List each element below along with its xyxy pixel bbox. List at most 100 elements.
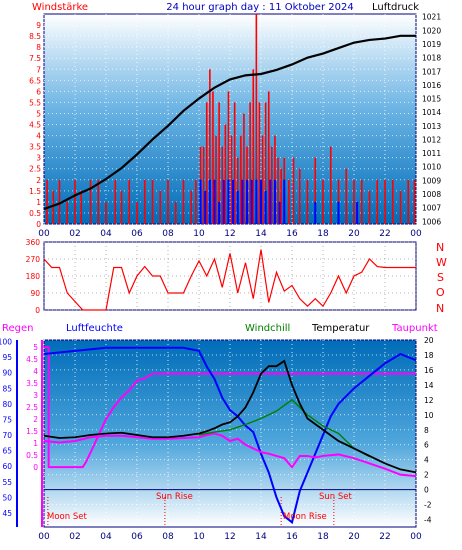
compass-s: S [437, 271, 444, 284]
rain-tick-label: 0 [33, 463, 38, 472]
x-tick-label: 10 [193, 229, 205, 239]
humidity-tick-label: 70 [2, 431, 12, 440]
pressure-series [43, 34, 416, 211]
compass-w: W [436, 256, 447, 269]
pressure-line [43, 34, 416, 211]
pressure-tick-label: 1018 [422, 54, 441, 63]
direction-tick-label: 90 [30, 289, 40, 298]
wind-tick-label: 6 [36, 87, 41, 96]
pressure-tick-label: 1011 [422, 149, 441, 158]
x-tick-label: 06 [131, 532, 143, 542]
temperature-tick-label: 2 [424, 471, 429, 480]
temperature-label: Temperatur [311, 323, 370, 334]
pressure-tick-label: 1016 [422, 81, 441, 90]
direction-tick-label: 360 [26, 238, 41, 247]
humidity-tick-label: 95 [2, 353, 12, 362]
direction-tick-label: 180 [26, 272, 41, 281]
chart-title: 24 hour graph day : 11 Oktober 2024 [166, 2, 353, 13]
x-tick-label: 08 [162, 229, 174, 239]
temperature-tick-label: -2 [424, 501, 432, 510]
moon-set-annotation: Moon Set [47, 512, 87, 522]
x-tick-label: 04 [100, 532, 112, 542]
pressure-tick-label: 1012 [422, 135, 441, 144]
wind-pressure-ticks: 00 02 04 06 08 10 12 14 16 18 20 22 0000.511.522.533… [29, 13, 441, 239]
temperature-tick-label: -4 [424, 516, 432, 525]
humidity-tick-label: 100 [0, 338, 12, 347]
rain-line [44, 346, 416, 469]
humidity-tick-label: 75 [2, 415, 12, 424]
wind-tick-label: 5.5 [29, 98, 41, 107]
pressure-tick-label: 1008 [422, 190, 441, 199]
pressure-tick-label: 1009 [422, 176, 441, 185]
wind-tick-label: 8 [36, 43, 41, 52]
pressure-tick-label: 1019 [422, 40, 441, 49]
x-tick-label: 02 [69, 229, 80, 239]
rain-tick-label: 5 [33, 343, 38, 352]
wind-tick-label: 1.5 [29, 187, 41, 196]
sun-rise-annotation: Sun Rise [156, 492, 193, 502]
x-tick-label: 00 [38, 532, 50, 542]
x-tick-label: 14 [255, 229, 267, 239]
wind-tick-label: 2 [36, 176, 41, 185]
temperature-tick-label: 20 [424, 336, 434, 345]
wind-direction-ticks: 0 90 180 270 360 [26, 238, 41, 315]
wind-tick-label: 1 [36, 198, 41, 207]
rain-tick-label: 3.5 [26, 379, 38, 388]
dewpoint-line [43, 432, 417, 478]
temperature-tick-label: 0 [424, 486, 429, 495]
wind-tick-label: 0 [36, 220, 41, 229]
rain-tick-label: 4.5 [26, 355, 38, 364]
humidity-tick-label: 90 [2, 369, 12, 378]
wind-tick-label: 8.5 [29, 32, 41, 41]
wind-tick-label: 0.5 [29, 209, 41, 218]
humidity-tick-label: 50 [2, 493, 12, 502]
moon-rise-annotation: Moon Rise [283, 512, 327, 522]
rain-label: Regen [2, 323, 34, 334]
rain-tick-label: 0.5 [26, 451, 38, 460]
wind-pressure-grid [43, 14, 417, 225]
temperature-tick-label: 14 [424, 381, 434, 390]
compass-n-top: N [436, 241, 444, 254]
x-tick-label: 22 [379, 532, 390, 542]
wind-tick-label: 6.5 [29, 76, 41, 85]
humidity-tick-label: 85 [2, 384, 12, 393]
x-tick-label: 18 [317, 229, 329, 239]
x-tick-label: 16 [286, 229, 298, 239]
wind-tick-label: 9 [36, 21, 41, 30]
wind-tick-label: 3 [36, 154, 41, 163]
rain-tick-label: 4 [33, 367, 38, 376]
x-tick-label: 18 [317, 532, 329, 542]
wind-tick-label: 4 [36, 132, 41, 141]
pressure-label: Luftdruck [372, 2, 419, 13]
wind-tick-label: 4.5 [29, 121, 41, 130]
humidity-temperature-series [43, 346, 417, 527]
wind-tick-label: 3.5 [29, 143, 41, 152]
windchill-label: Windchill [245, 323, 290, 334]
pressure-tick-label: 1017 [422, 67, 441, 76]
temperature-tick-label: 12 [424, 396, 434, 405]
windchill-line [198, 398, 370, 458]
temperature-tick-label: 10 [424, 411, 434, 420]
pressure-tick-label: 1010 [422, 163, 441, 172]
wind-speed-label: Windstärke [32, 2, 88, 13]
humidity-label: Luftfeuchte [66, 323, 123, 334]
rain-tick-label: 1 [33, 439, 38, 448]
wind-bars [46, 14, 416, 224]
wind-tick-label: 7.5 [29, 54, 41, 63]
x-tick-label: 08 [162, 532, 174, 542]
humidity-line [43, 346, 417, 525]
temperature-tick-label: 8 [424, 426, 429, 435]
wind-tick-label: 2.5 [29, 165, 41, 174]
wind-direction-grid [43, 241, 417, 311]
sun-set-annotation: Sun Set [319, 492, 352, 502]
humidity-temperature-ticks: 00 02 04 06 08 10 12 14 16 18 20 22 00-4-20246810121… [0, 336, 434, 542]
x-tick-label: 02 [69, 532, 80, 542]
direction-tick-label: 270 [26, 255, 41, 264]
pressure-tick-label: 1006 [422, 217, 441, 226]
wind-direction-line [43, 249, 416, 311]
humidity-tick-label: 80 [2, 400, 12, 409]
rain-tick-label: 3 [33, 391, 38, 400]
temperature-tick-label: 4 [424, 456, 429, 465]
x-tick-label: 00 [410, 532, 422, 542]
